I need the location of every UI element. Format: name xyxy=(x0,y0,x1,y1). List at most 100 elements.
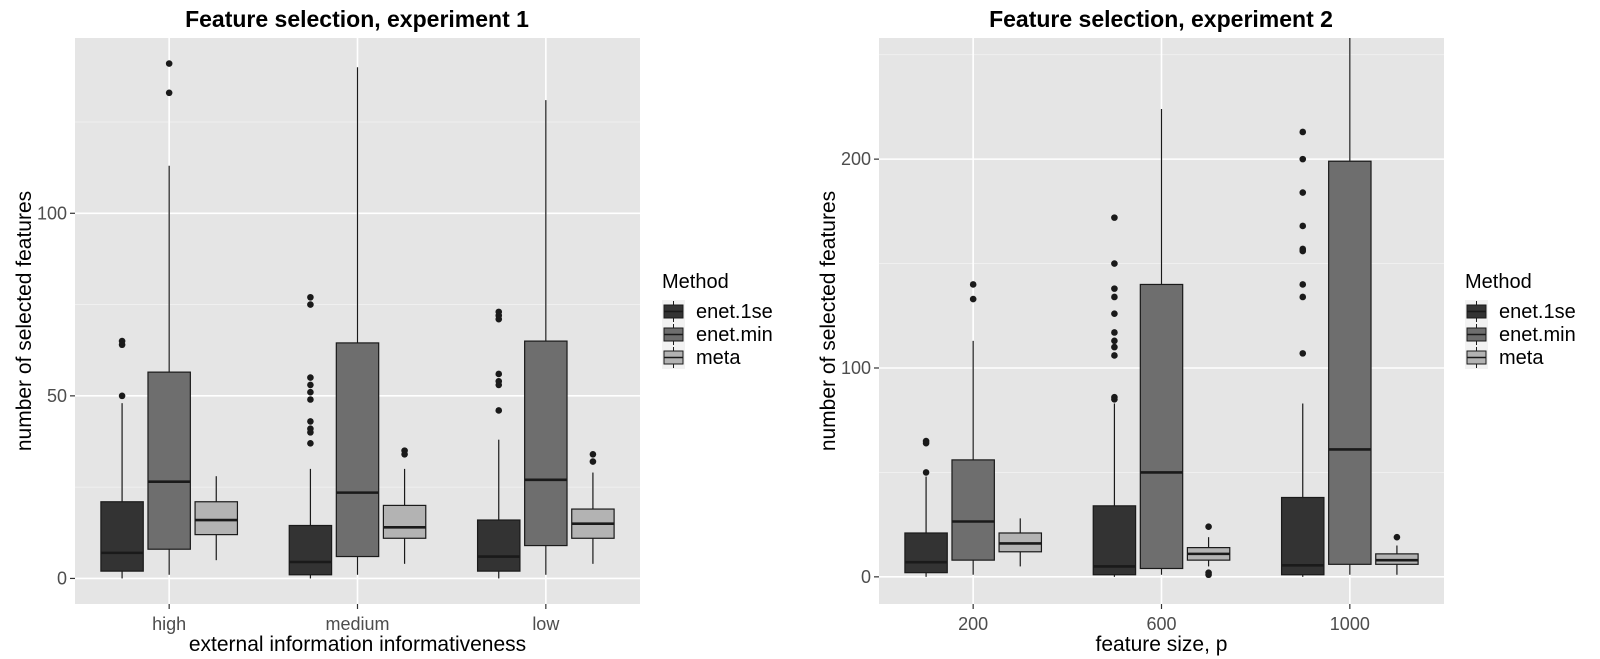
outlier-point xyxy=(1111,214,1118,221)
box-meta-medium xyxy=(382,447,427,564)
box-enet.min-1000 xyxy=(1328,38,1372,575)
outlier-point xyxy=(1299,350,1307,357)
outlier-point xyxy=(1111,343,1118,351)
chart-title: Feature selection, experiment 1 xyxy=(185,6,529,32)
outlier-point xyxy=(1111,260,1118,267)
outlier-point xyxy=(307,396,314,403)
legend-label: enet.min xyxy=(696,324,773,346)
box-body xyxy=(147,371,191,550)
chart-title: Feature selection, experiment 2 xyxy=(989,6,1333,32)
outlier-point xyxy=(495,407,503,414)
box-enet.1se-1000 xyxy=(1280,128,1325,577)
outlier-point xyxy=(1111,393,1118,401)
outlier-point xyxy=(118,392,126,400)
outlier-point xyxy=(1111,337,1118,345)
box-body xyxy=(904,532,948,574)
y-tick-label: 50 xyxy=(47,386,67,406)
panel-1: 0 50 100 high medium low Feature selection, ex… xyxy=(13,6,773,656)
outlier-point xyxy=(969,295,977,303)
outlier-point xyxy=(401,447,408,454)
outlier-point xyxy=(969,281,977,288)
y-tick-label: 100 xyxy=(37,203,67,223)
box-body xyxy=(951,459,995,561)
outlier-point xyxy=(307,425,314,433)
outlier-point xyxy=(922,437,930,445)
legend-label: enet.1se xyxy=(696,301,773,323)
legend-label: enet.1se xyxy=(1499,301,1576,323)
outlier-point xyxy=(1111,329,1118,336)
box-enet.min-high xyxy=(147,60,191,575)
outlier-point xyxy=(118,337,126,345)
box-enet.min-200 xyxy=(951,281,995,575)
outlier-point xyxy=(589,450,597,458)
box-enet.1se-high xyxy=(100,337,144,579)
outlier-point xyxy=(1205,523,1212,531)
box-meta-200 xyxy=(998,518,1043,567)
outlier-point xyxy=(1205,571,1212,579)
outlier-point xyxy=(307,440,314,447)
outlier-point xyxy=(1299,293,1307,301)
box-enet.1se-200 xyxy=(904,437,948,577)
box-body xyxy=(288,524,333,576)
x-tick-label: 200 xyxy=(958,614,988,634)
outlier-point xyxy=(307,418,314,425)
outlier-point xyxy=(1111,285,1118,292)
y-tick-label: 100 xyxy=(841,358,871,378)
legend-title: Method xyxy=(1465,271,1532,293)
outlier-point xyxy=(922,469,930,476)
y-tick-label: 0 xyxy=(57,568,67,588)
x-axis-title: feature size, p xyxy=(1096,633,1228,656)
outlier-point xyxy=(495,377,503,385)
box-meta-low xyxy=(571,450,615,564)
outlier-point xyxy=(1299,155,1307,163)
legend-label: enet.min xyxy=(1499,324,1576,346)
box-body xyxy=(476,519,521,572)
outlier-point xyxy=(1299,245,1307,253)
box-meta-high xyxy=(194,476,239,561)
outlier-point xyxy=(589,458,597,465)
box-meta-1000 xyxy=(1375,533,1419,575)
legend-title: Method xyxy=(662,271,729,293)
outlier-point xyxy=(495,370,503,378)
x-tick-label: medium xyxy=(325,614,389,634)
box-body xyxy=(1328,160,1372,565)
legend-label: meta xyxy=(696,347,741,369)
outlier-point xyxy=(1299,189,1307,196)
x-tick-label: 600 xyxy=(1146,614,1176,634)
y-tick-label: 0 xyxy=(861,567,871,587)
panel-2: 0 100 200 200 600 1000 Feature selection, expe… xyxy=(817,6,1576,656)
outlier-point xyxy=(307,301,314,308)
x-tick-label: high xyxy=(152,614,186,634)
x-tick-label: 1000 xyxy=(1330,614,1370,634)
box-body xyxy=(1092,505,1137,576)
outlier-point xyxy=(1299,281,1307,288)
box-body xyxy=(194,501,239,536)
y-axis-title: number of selected features xyxy=(13,191,36,451)
box-enet.min-medium xyxy=(335,67,380,575)
outlier-point xyxy=(307,374,314,381)
box-meta-600 xyxy=(1186,523,1231,579)
legend-label: meta xyxy=(1499,347,1544,369)
box-body xyxy=(382,504,427,539)
x-axis-title: external information informativeness xyxy=(189,633,526,656)
y-axis-title: number of selected features xyxy=(817,191,840,451)
outlier-point xyxy=(1299,222,1307,230)
outlier-point xyxy=(1111,352,1118,359)
outlier-point xyxy=(495,308,503,316)
outlier-point xyxy=(1299,128,1307,136)
box-enet.min-low xyxy=(524,100,568,575)
box-body xyxy=(1139,283,1184,570)
outlier-point xyxy=(1111,310,1118,317)
box-enet.1se-low xyxy=(476,308,521,579)
box-body xyxy=(524,340,568,547)
outlier-point xyxy=(1111,293,1118,301)
box-body xyxy=(335,342,380,558)
outlier-point xyxy=(1393,533,1401,541)
box-enet.1se-600 xyxy=(1092,214,1137,577)
box-body xyxy=(100,501,144,572)
outlier-point xyxy=(307,381,314,389)
